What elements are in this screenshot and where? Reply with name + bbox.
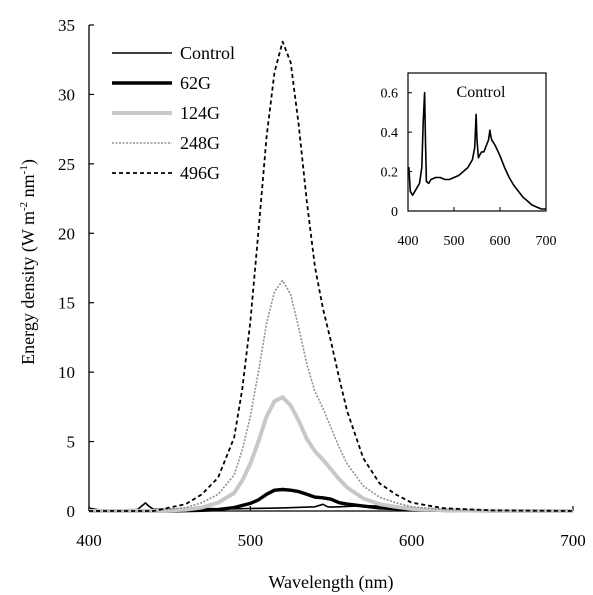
x-tick-label: 500 [238,531,264,550]
inset-y-tick-label: 0.6 [381,87,399,102]
main-tick-group: 0 5 10 15 20 25 30 35 400 500 600 700 [58,16,586,550]
series-line-124g [89,395,574,513]
inset-x-tick-label: 500 [444,234,465,249]
legend: Control 62G 124G 248G 496G [112,43,235,183]
legend-label: 248G [180,133,220,153]
inset-x-tick-label: 400 [398,234,419,249]
inset-series-line [407,91,546,210]
inset-y-tick-label: 0 [391,205,398,220]
y-tick-label: 35 [58,16,75,35]
series-line-62g [89,487,574,513]
y-tick-label: 25 [58,155,75,174]
y-tick-label: 20 [58,224,75,243]
y-axis-title: Energy density (W m-2 nm-1) [18,159,39,365]
inset-x-tick-label: 600 [490,234,511,249]
legend-label: 496G [180,163,220,183]
series-line-248g [89,279,574,512]
y-tick-label: 30 [58,85,75,104]
legend-label: 62G [180,73,211,93]
x-axis-title: Wavelength (nm) [268,572,393,593]
inset-tick-group: 0 0.2 0.4 0.6 400 500 600 700 [381,87,557,249]
inset-series-group [407,91,546,210]
legend-label: Control [180,43,235,63]
y-tick-label: 5 [67,433,76,452]
x-tick-label: 700 [560,531,586,550]
x-tick-label: 600 [399,531,425,550]
series-line-496g [89,40,574,512]
y-tick-label: 10 [58,363,75,382]
inset-x-tick-label: 700 [536,234,557,249]
inset-title: Control [457,84,506,101]
main-series-group [88,40,574,513]
inset-y-tick-label: 0.2 [381,166,399,181]
x-tick-label: 400 [76,531,102,550]
y-tick-label: 15 [58,294,75,313]
inset-y-tick-label: 0.4 [381,126,399,141]
legend-label: 124G [180,103,220,123]
y-tick-label: 0 [67,502,76,521]
